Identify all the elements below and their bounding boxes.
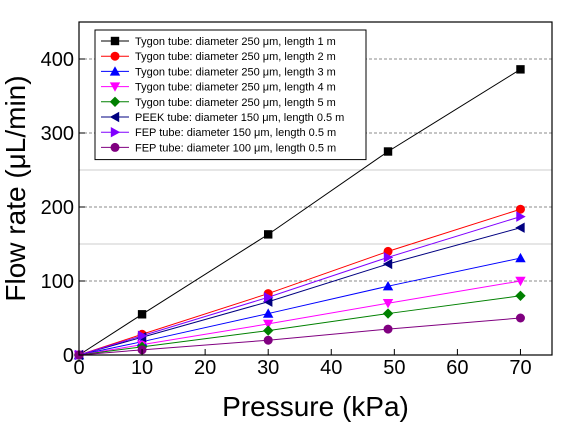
data-point-series-8 xyxy=(263,335,273,345)
x-tick-label: 0 xyxy=(73,357,84,379)
legend-entry: Tygon tube: diameter 250 μm, length 2 m xyxy=(135,51,336,63)
data-point-series-1 xyxy=(383,147,393,156)
legend-marker xyxy=(109,96,121,107)
y-axis-ticks: 0 100 200 300 400 xyxy=(41,49,85,367)
x-axis-ticks: 0 10 20 30 40 50 60 70 xyxy=(73,349,532,379)
legend-marker xyxy=(109,82,121,92)
legend-entry: FEP tube: diameter 150 μm, length 0.5 m xyxy=(135,127,336,139)
legend-entry: Tygon tube: diameter 250 μm, length 3 m xyxy=(135,66,336,78)
legend-marker xyxy=(110,51,120,61)
y-tick-label: 200 xyxy=(41,197,74,219)
legend-entry: Tygon tube: diameter 250 μm, length 1 m xyxy=(135,36,336,48)
x-tick-label: 10 xyxy=(131,357,153,379)
data-point-series-3 xyxy=(263,308,274,318)
x-tick-label: 40 xyxy=(320,357,342,379)
data-point-series-5 xyxy=(263,325,274,336)
legend-marker xyxy=(110,36,120,46)
data-point-series-7 xyxy=(383,252,394,263)
legend: Tygon tube: diameter 250 μm, length 1 m T… xyxy=(94,29,367,161)
legend-marker xyxy=(110,127,121,138)
data-point-series-4 xyxy=(515,276,526,287)
data-point-series-1 xyxy=(137,310,147,319)
legend-entry: PEEK tube: diameter 150 μm, length 0.5 m xyxy=(135,112,344,124)
x-axis-label: Pressure (kPa) xyxy=(222,391,409,422)
data-point-series-4 xyxy=(382,299,394,309)
data-point-series-7 xyxy=(137,330,148,341)
legend-marker xyxy=(110,142,120,152)
data-point-series-2 xyxy=(515,204,525,214)
x-tick-label: 50 xyxy=(383,357,405,379)
y-tick-label: 400 xyxy=(41,49,74,71)
data-point-series-3 xyxy=(382,280,394,291)
legend-marker xyxy=(109,111,120,123)
x-tick-label: 20 xyxy=(194,357,216,379)
data-point-series-5 xyxy=(515,290,526,301)
legend-box xyxy=(94,29,367,161)
data-point-series-6 xyxy=(382,258,393,270)
y-tick-label: 100 xyxy=(41,271,74,293)
data-point-series-4 xyxy=(263,319,274,330)
data-point-series-1 xyxy=(264,230,273,239)
legend-entry: FEP tube: diameter 100 μm, length 0.5 m xyxy=(135,142,336,154)
data-point-series-1 xyxy=(516,65,525,74)
legend-entry: Tygon tube: diameter 250 μm, length 4 m xyxy=(135,82,336,94)
data-point-series-3 xyxy=(515,252,526,263)
data-point-series-7 xyxy=(516,211,526,222)
x-tick-label: 60 xyxy=(446,357,468,379)
legend-marker xyxy=(109,66,121,76)
data-point-series-7 xyxy=(264,292,274,303)
plot-frame xyxy=(78,21,553,356)
data-point-series-8 xyxy=(515,313,525,323)
y-axis-label: Flow rate (μL/min) xyxy=(0,75,31,301)
y-tick-label: 0 xyxy=(63,345,74,367)
x-tick-label: 30 xyxy=(257,357,279,379)
data-point-series-5 xyxy=(382,308,394,319)
data-point-series-8 xyxy=(383,324,393,334)
data-point-series-6 xyxy=(515,222,525,233)
x-tick-label: 70 xyxy=(509,357,531,379)
legend-entry: Tygon tube: diameter 250 μm, length 5 m xyxy=(135,97,336,109)
y-tick-label: 300 xyxy=(41,123,74,145)
